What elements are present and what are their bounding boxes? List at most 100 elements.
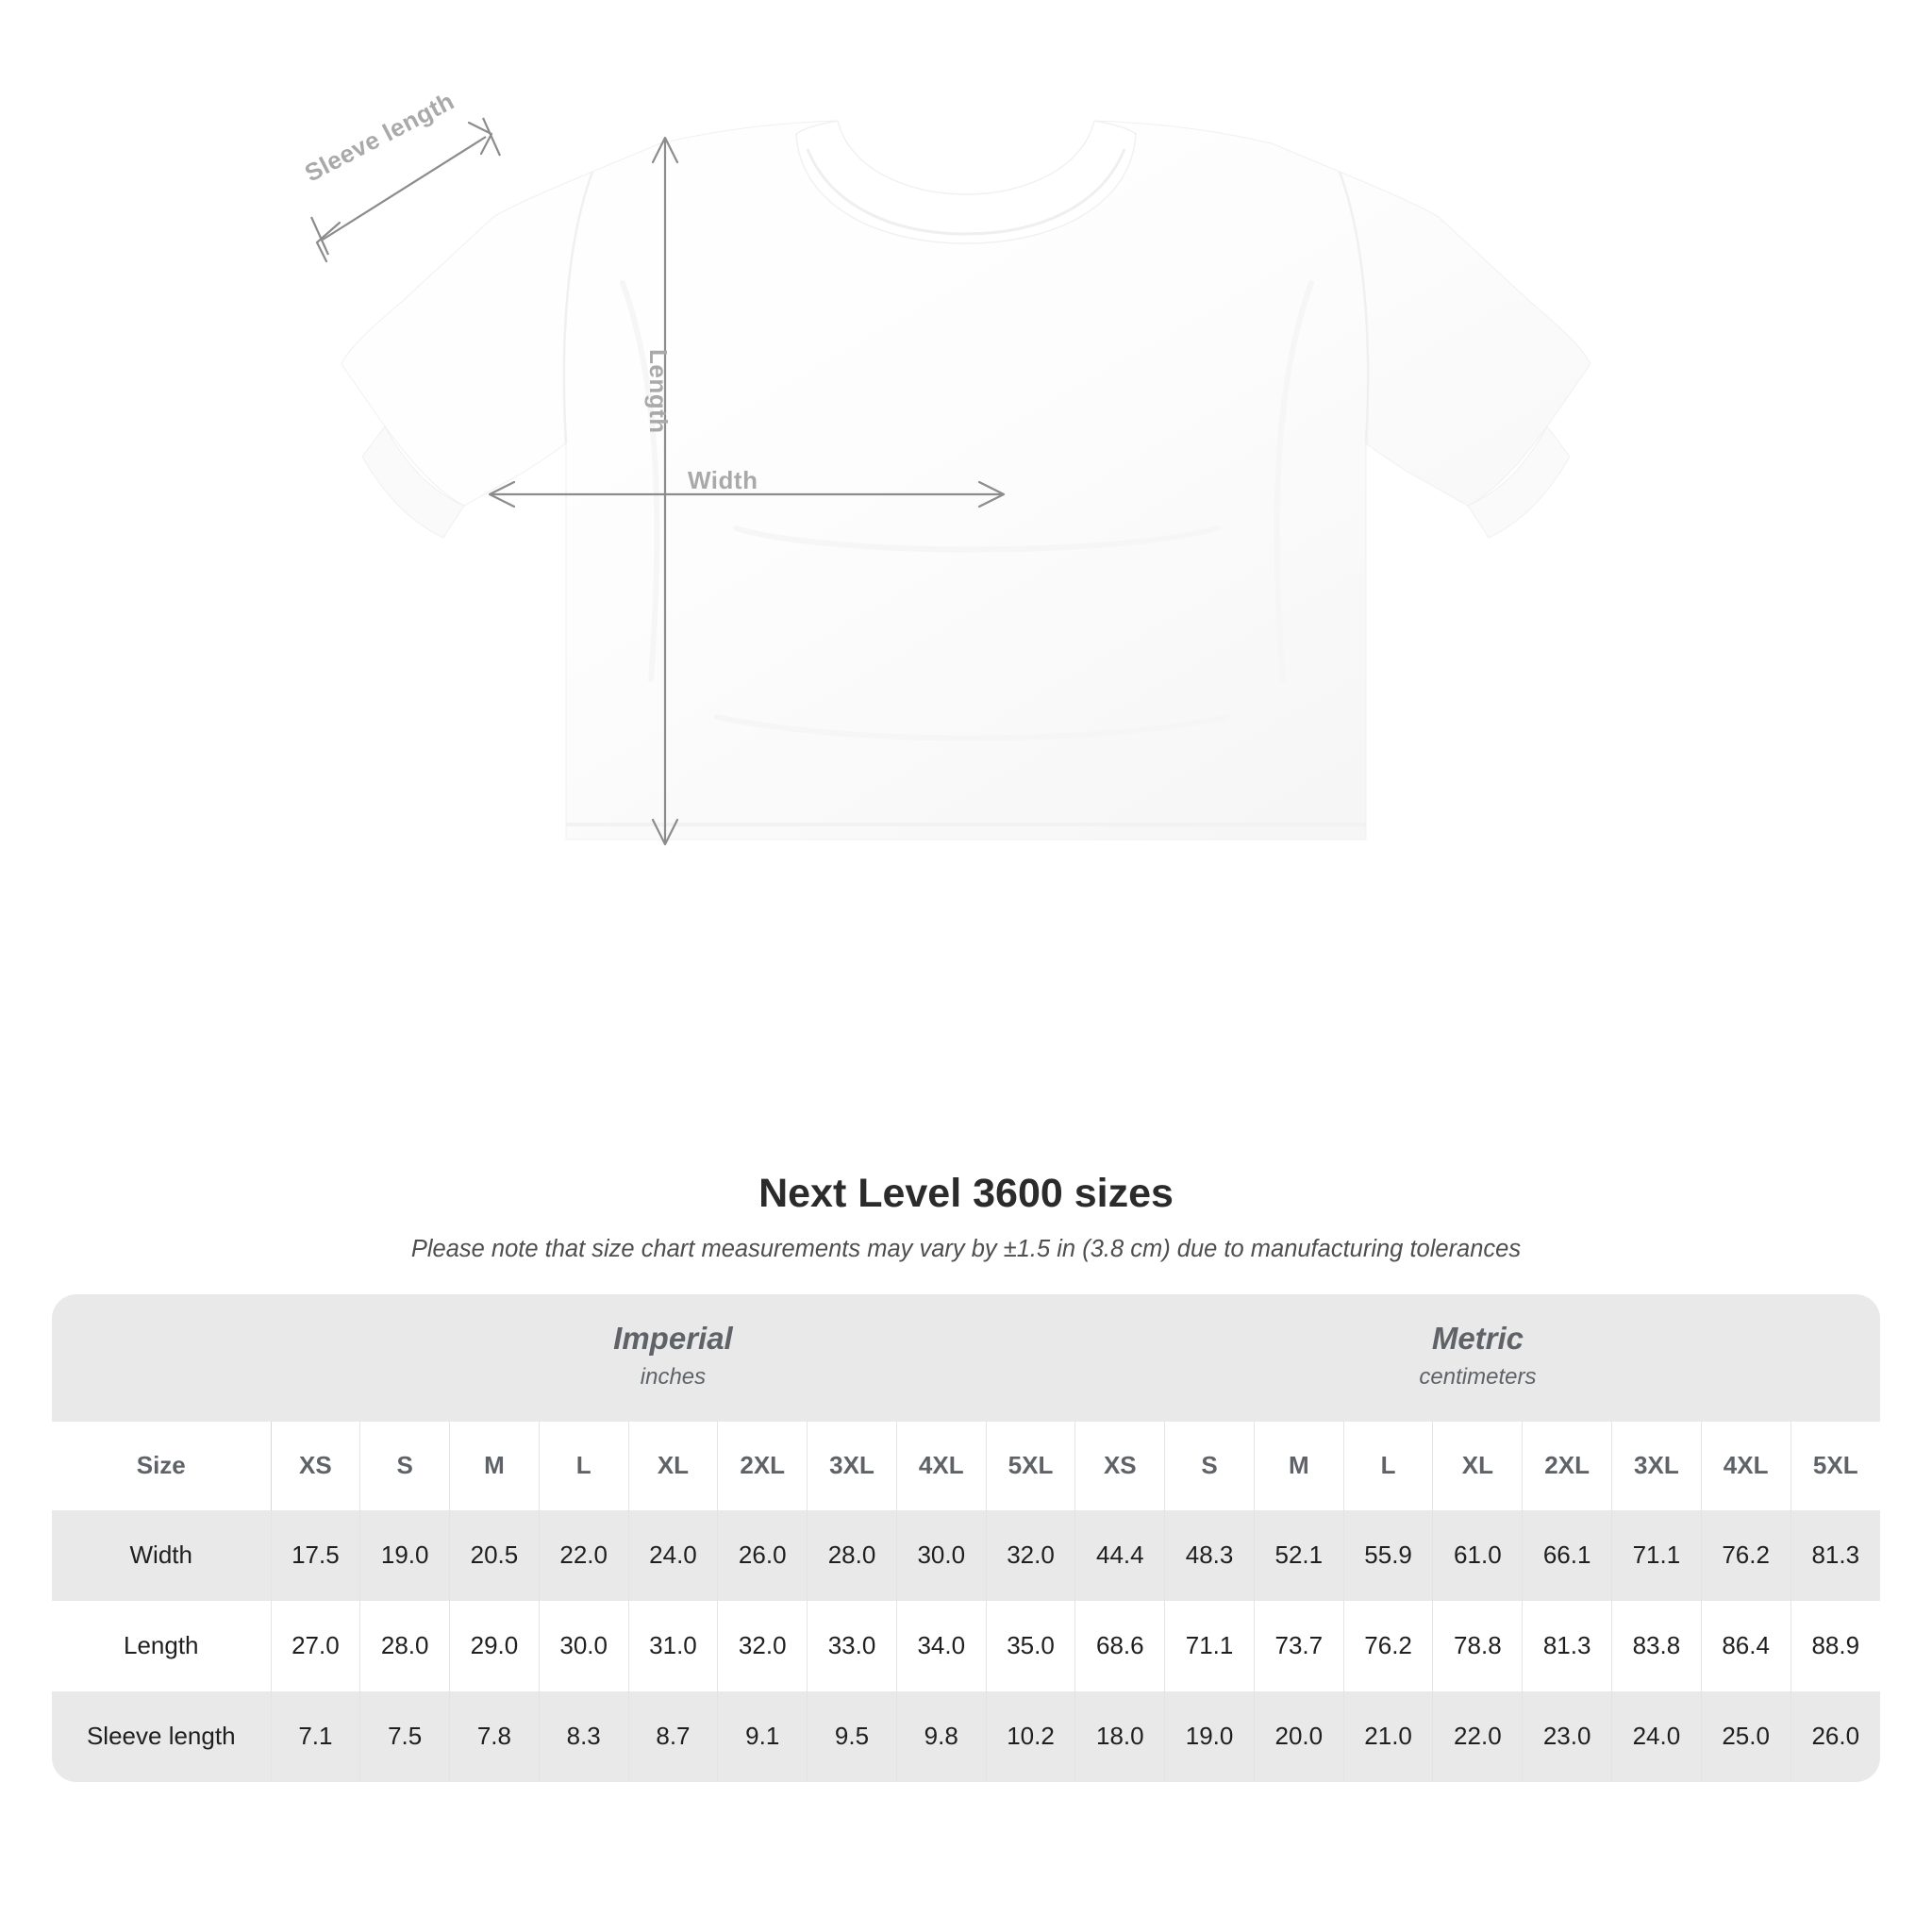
size-header-row: Size XS S M L XL 2XL 3XL 4XL 5XL XS S M L XL 2XL 3XL 4XL 5…: [52, 1421, 1880, 1510]
size-header-metric-xl: XL: [1432, 1421, 1524, 1510]
unit-group-subtitle: centimeters: [1419, 1364, 1537, 1391]
cell-imperial-length-s: 28.0: [359, 1600, 451, 1691]
size-header-label: Size: [52, 1421, 272, 1510]
cell-imperial-sleeve-length-3xl: 9.5: [807, 1690, 897, 1782]
size-header-imperial-xl: XL: [628, 1421, 719, 1510]
garment-diagram: Sleeve length Length Width: [300, 87, 1591, 846]
unit-group-name: Imperial: [613, 1321, 733, 1356]
tshirt-fabric-folds: [620, 280, 1314, 741]
row-label-sleeve-length: Sleeve length: [52, 1690, 272, 1782]
cell-imperial-width-l: 22.0: [539, 1509, 629, 1601]
cell-metric-length-m: 73.7: [1254, 1600, 1344, 1691]
cell-imperial-width-2xl: 26.0: [717, 1509, 808, 1601]
cell-imperial-length-xl: 31.0: [628, 1600, 719, 1691]
cell-metric-sleeve-length-2xl: 23.0: [1522, 1690, 1612, 1782]
size-header-imperial-m: M: [449, 1421, 540, 1510]
cell-imperial-sleeve-length-m: 7.8: [449, 1690, 540, 1782]
cell-imperial-sleeve-length-xl: 8.7: [628, 1690, 719, 1782]
unit-group-name: Metric: [1431, 1321, 1524, 1356]
size-header-imperial-xs: XS: [271, 1421, 361, 1510]
table-row: Width 17.5 19.0 20.5 22.0 24.0 26.0 28.0 30.0 32.…: [52, 1509, 1880, 1601]
cell-metric-length-xl: 78.8: [1432, 1600, 1524, 1691]
size-header-metric-m: M: [1254, 1421, 1344, 1510]
cell-imperial-length-xs: 27.0: [271, 1600, 361, 1691]
cell-metric-width-5xl: 81.3: [1790, 1509, 1880, 1601]
size-header-imperial-s: S: [359, 1421, 451, 1510]
cell-imperial-sleeve-length-5xl: 10.2: [986, 1690, 1076, 1782]
cell-imperial-width-xl: 24.0: [628, 1509, 719, 1601]
cell-imperial-length-m: 29.0: [449, 1600, 540, 1691]
size-header-imperial-5xl: 5XL: [986, 1421, 1076, 1510]
size-chart-table: Imperial inches Metric centimeters Size XS S M L…: [52, 1294, 1880, 1782]
unit-group-subtitle: inches: [640, 1364, 707, 1391]
cell-imperial-sleeve-length-l: 8.3: [539, 1690, 629, 1782]
cell-metric-sleeve-length-s: 19.0: [1164, 1690, 1255, 1782]
cell-imperial-length-l: 30.0: [539, 1600, 629, 1691]
size-header-imperial-l: L: [539, 1421, 629, 1510]
size-header-imperial-2xl: 2XL: [717, 1421, 808, 1510]
cell-imperial-length-3xl: 33.0: [807, 1600, 897, 1691]
cell-metric-width-m: 52.1: [1254, 1509, 1344, 1601]
cell-imperial-width-m: 20.5: [449, 1509, 540, 1601]
cell-imperial-length-5xl: 35.0: [986, 1600, 1076, 1691]
cell-imperial-width-4xl: 30.0: [896, 1509, 987, 1601]
size-header-metric-2xl: 2XL: [1522, 1421, 1612, 1510]
cell-imperial-length-4xl: 34.0: [896, 1600, 987, 1691]
size-header-imperial-4xl: 4XL: [896, 1421, 987, 1510]
cell-metric-length-3xl: 83.8: [1611, 1600, 1702, 1691]
cell-metric-width-l: 55.9: [1343, 1509, 1434, 1601]
cell-imperial-sleeve-length-xs: 7.1: [271, 1690, 361, 1782]
size-header-imperial-3xl: 3XL: [807, 1421, 897, 1510]
cell-metric-sleeve-length-3xl: 24.0: [1611, 1690, 1702, 1782]
tshirt-seams: [562, 171, 1370, 444]
cell-imperial-sleeve-length-2xl: 9.1: [717, 1690, 808, 1782]
page-title: Next Level 3600 sizes: [758, 1171, 1174, 1216]
table-row: Length 27.0 28.0 29.0 30.0 31.0 32.0 33.0 34.0 35…: [52, 1600, 1880, 1691]
size-header-metric-s: S: [1164, 1421, 1255, 1510]
cell-metric-width-3xl: 71.1: [1611, 1509, 1702, 1601]
cell-metric-length-4xl: 86.4: [1701, 1600, 1791, 1691]
cell-metric-length-2xl: 81.3: [1522, 1600, 1612, 1691]
width-arrow-icon: [488, 480, 1006, 508]
width-label: Width: [688, 466, 758, 494]
unit-group-metric: Metric centimeters: [1074, 1294, 1880, 1422]
cell-imperial-length-2xl: 32.0: [717, 1600, 808, 1691]
tshirt-illustration: [309, 117, 1591, 846]
length-arrow-icon: [651, 136, 679, 846]
cell-metric-length-5xl: 88.9: [1790, 1600, 1880, 1691]
cell-metric-length-xs: 68.6: [1074, 1600, 1166, 1691]
cell-metric-width-2xl: 66.1: [1522, 1509, 1612, 1601]
size-header-metric-xs: XS: [1074, 1421, 1166, 1510]
cell-imperial-width-5xl: 32.0: [986, 1509, 1076, 1601]
tshirt-sleeve-hems: [361, 425, 1571, 539]
unit-group-row: Imperial inches Metric centimeters: [52, 1294, 1880, 1422]
cell-metric-sleeve-length-4xl: 25.0: [1701, 1690, 1791, 1782]
cell-metric-sleeve-length-l: 21.0: [1343, 1690, 1434, 1782]
page-subtitle: Please note that size chart measurements…: [410, 1235, 1522, 1262]
size-chart-table-wrapper: Imperial inches Metric centimeters Size XS S M L…: [52, 1294, 1880, 1782]
length-label: Length: [644, 349, 673, 434]
size-header-metric-l: L: [1343, 1421, 1434, 1510]
cell-metric-width-s: 48.3: [1164, 1509, 1255, 1601]
table-row: Sleeve length 7.1 7.5 7.8 8.3 8.7 9.1 9.5 9.8 10.…: [52, 1690, 1880, 1782]
cell-metric-length-l: 76.2: [1343, 1600, 1434, 1691]
cell-imperial-width-s: 19.0: [359, 1509, 451, 1601]
cell-metric-sleeve-length-xs: 18.0: [1074, 1690, 1166, 1782]
cell-metric-width-xl: 61.0: [1432, 1509, 1524, 1601]
unit-group-imperial: Imperial inches: [271, 1294, 1075, 1422]
size-header-metric-4xl: 4XL: [1701, 1421, 1791, 1510]
unit-row-spacer: [52, 1294, 272, 1422]
cell-imperial-width-3xl: 28.0: [807, 1509, 897, 1601]
cell-imperial-width-xs: 17.5: [271, 1509, 361, 1601]
cell-metric-sleeve-length-xl: 22.0: [1432, 1690, 1524, 1782]
tshirt-collar-shape: [795, 120, 1137, 244]
row-label-width: Width: [52, 1509, 272, 1601]
cell-metric-length-s: 71.1: [1164, 1600, 1255, 1691]
size-header-metric-5xl: 5XL: [1790, 1421, 1880, 1510]
cell-metric-width-xs: 44.4: [1074, 1509, 1166, 1601]
cell-metric-sleeve-length-m: 20.0: [1254, 1690, 1344, 1782]
cell-metric-width-4xl: 76.2: [1701, 1509, 1791, 1601]
cell-imperial-sleeve-length-4xl: 9.8: [896, 1690, 987, 1782]
size-header-metric-3xl: 3XL: [1611, 1421, 1702, 1510]
